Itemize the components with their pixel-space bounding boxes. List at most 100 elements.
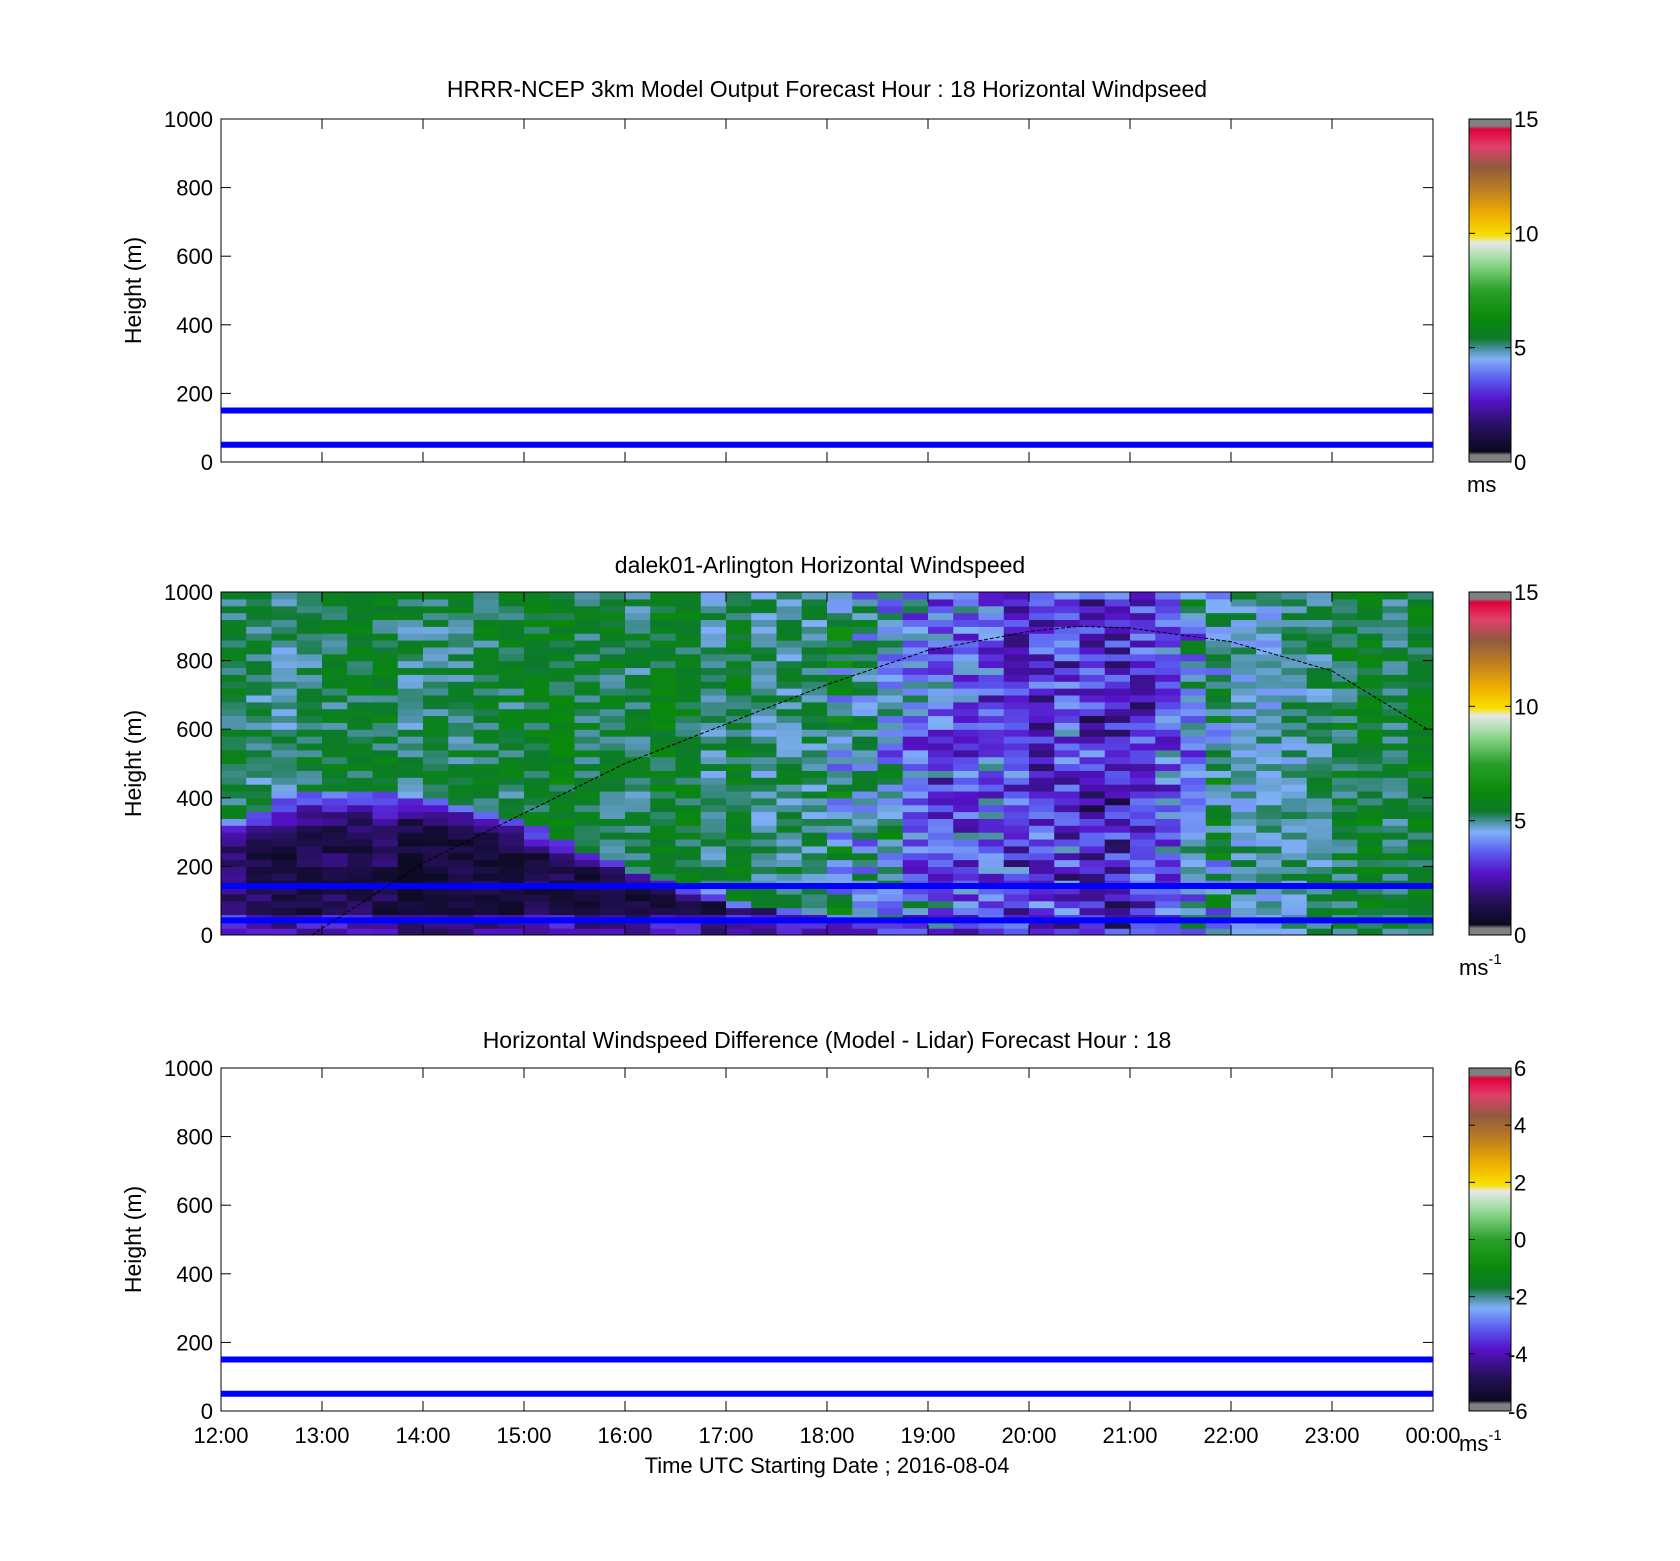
heatmap-cell xyxy=(347,715,374,723)
heatmap-cell xyxy=(549,804,576,813)
heatmap-cell xyxy=(347,845,374,854)
heatmap-cell xyxy=(473,729,500,737)
heatmap-cell xyxy=(1559,592,1585,599)
heatmap-cell xyxy=(322,784,348,792)
heatmap-cell xyxy=(1054,928,1081,935)
heatmap-cell xyxy=(1205,797,1232,806)
heatmap-cell xyxy=(1509,860,1535,867)
heatmap-cell xyxy=(397,688,424,696)
heatmap-cell xyxy=(1281,804,1308,813)
heatmap-cell xyxy=(448,688,475,696)
heatmap-cell xyxy=(675,742,702,751)
heatmap-cell xyxy=(221,619,247,627)
heatmap-cell xyxy=(1610,770,1636,777)
heatmap-cell xyxy=(1306,708,1333,717)
heatmap-cell xyxy=(1559,894,1585,901)
heatmap-cell xyxy=(1155,592,1182,600)
y-tick-label: 0 xyxy=(201,923,213,948)
heatmap-cell xyxy=(801,873,828,881)
heatmap-cell xyxy=(751,811,778,819)
heatmap-cell xyxy=(524,811,550,819)
heatmap-cell xyxy=(271,674,298,682)
heatmap-cell xyxy=(877,845,904,854)
heatmap-cell xyxy=(928,694,954,703)
heatmap-cell xyxy=(726,626,752,634)
heatmap-cell xyxy=(498,736,525,744)
heatmap-cell xyxy=(271,646,298,655)
heatmap-cell xyxy=(650,790,677,799)
heatmap-cell xyxy=(1332,667,1358,675)
heatmap-cell xyxy=(1559,839,1585,846)
heatmap-cell xyxy=(1231,736,1257,744)
heatmap-cell xyxy=(1382,756,1409,765)
heatmap-cell xyxy=(827,592,853,600)
heatmap-cell xyxy=(1357,838,1384,847)
heatmap-cell xyxy=(473,598,500,607)
heatmap-cell xyxy=(902,715,929,723)
heatmap-cell xyxy=(1382,859,1409,867)
heatmap-cell xyxy=(675,790,702,799)
heatmap-cell xyxy=(625,838,651,847)
heatmap-cell xyxy=(928,873,954,881)
heatmap-cell xyxy=(675,688,702,696)
heatmap-cell xyxy=(271,845,298,854)
heatmap-cell xyxy=(1407,633,1433,641)
heatmap-cell xyxy=(1357,749,1384,758)
heatmap-cell xyxy=(650,640,677,648)
heatmap-cell xyxy=(751,852,778,861)
heatmap-cell xyxy=(1610,873,1636,880)
heatmap-cell xyxy=(1256,770,1283,778)
heatmap-cell xyxy=(1130,598,1156,607)
colorbar-tick-label: 5 xyxy=(1514,809,1526,834)
heatmap-cell xyxy=(726,928,752,935)
heatmap-cell xyxy=(1585,709,1611,716)
heatmap-cell xyxy=(271,694,298,703)
x-tick-label: 12:00 xyxy=(193,1423,248,1448)
heatmap-cell xyxy=(1382,832,1409,840)
heatmap-cell xyxy=(524,701,550,710)
heatmap-cell xyxy=(1231,921,1257,929)
heatmap-cell xyxy=(1610,619,1636,626)
heatmap-cell xyxy=(675,770,702,778)
heatmap-cell xyxy=(372,797,399,806)
heatmap-cell xyxy=(700,928,727,935)
heatmap-cell xyxy=(296,640,323,648)
heatmap-cell xyxy=(801,859,828,867)
heatmap-cell xyxy=(1205,694,1232,703)
heatmap-cell xyxy=(1610,777,1636,784)
heatmap-cell xyxy=(1306,612,1333,621)
heatmap-cell xyxy=(700,770,727,778)
heatmap-cell xyxy=(1155,859,1182,867)
heatmap-cell xyxy=(1610,592,1636,599)
heatmap-cell xyxy=(1660,667,1680,674)
heatmap-cell xyxy=(1509,613,1535,620)
heatmap-cell xyxy=(1559,798,1585,805)
heatmap-cell xyxy=(473,646,500,655)
heatmap-cell xyxy=(1256,818,1283,826)
heatmap-cell xyxy=(221,701,247,710)
heatmap-cell xyxy=(1332,633,1358,641)
heatmap-cell xyxy=(1256,838,1283,847)
heatmap-cell xyxy=(1205,873,1232,881)
heatmap-cell xyxy=(1079,653,1106,662)
heatmap-cell xyxy=(776,756,803,765)
heatmap-cell xyxy=(1231,749,1257,758)
heatmap-cell xyxy=(473,790,500,799)
heatmap-cell xyxy=(625,612,651,621)
heatmap-cell xyxy=(271,907,298,916)
heatmap-cell xyxy=(1281,907,1308,916)
heatmap-cell xyxy=(1029,598,1055,607)
heatmap-cell xyxy=(1306,928,1333,935)
heatmap-cell xyxy=(928,653,954,662)
heatmap-cell xyxy=(650,797,677,806)
heatmap-cell xyxy=(1407,797,1433,806)
heatmap-cell xyxy=(1635,928,1661,935)
heatmap-cell xyxy=(1281,736,1308,744)
heatmap-cell xyxy=(1585,784,1611,791)
heatmap-cell xyxy=(574,722,601,730)
heatmap-cell xyxy=(928,907,954,916)
heatmap-cell xyxy=(1559,613,1585,620)
heatmap-cell xyxy=(1205,832,1232,840)
heatmap-cell xyxy=(1660,818,1680,825)
heatmap-cell xyxy=(524,852,550,861)
